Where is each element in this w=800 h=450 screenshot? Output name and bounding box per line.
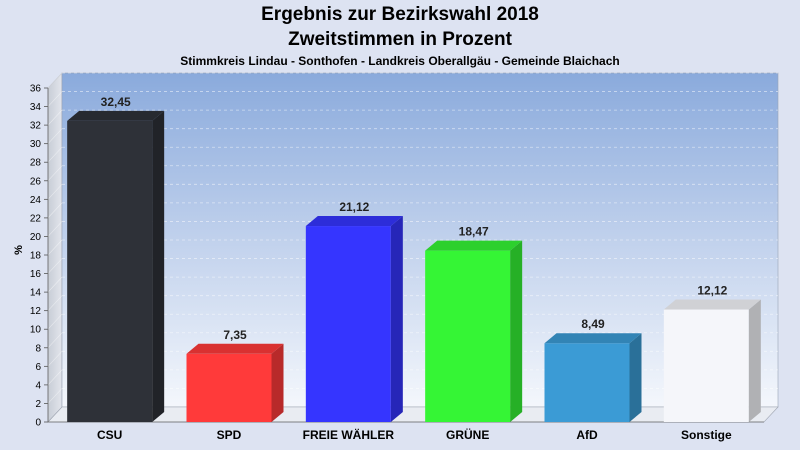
data-label: 8,49 xyxy=(581,317,605,331)
bar-side xyxy=(510,240,523,422)
y-tick-label: 34 xyxy=(30,102,42,113)
bar xyxy=(305,226,391,422)
y-tick-label: 20 xyxy=(30,232,42,243)
bar-top xyxy=(67,110,165,121)
y-tick-label: 14 xyxy=(30,288,42,299)
grid-line-wall xyxy=(47,165,63,181)
grid-line-wall xyxy=(47,332,63,348)
data-label: 7,35 xyxy=(223,328,247,342)
chart-title: Ergebnis zur Bezirkswahl 2018 xyxy=(261,4,539,25)
bar xyxy=(67,120,153,423)
grid-line-wall xyxy=(47,258,63,274)
grid-line-wall xyxy=(47,91,63,107)
y-tick-label: 22 xyxy=(30,213,42,224)
y-tick-label: 12 xyxy=(30,306,42,317)
grid-line-wall xyxy=(47,128,63,144)
chart-title-secondary: Zweitstimmen in Prozent xyxy=(288,29,512,50)
y-tick-label: 30 xyxy=(30,139,42,150)
bar-side xyxy=(748,299,761,422)
y-tick-label: 26 xyxy=(30,176,42,187)
grid-line-wall xyxy=(47,184,63,200)
bar xyxy=(186,353,272,422)
x-tick-label: AfD xyxy=(576,428,598,442)
data-label: 12,12 xyxy=(697,284,727,298)
grid-line-wall xyxy=(47,147,63,163)
bar xyxy=(425,250,511,422)
plot-area: 024681012141618202224262830323436%32,45C… xyxy=(13,72,779,442)
grid-line-wall xyxy=(47,276,63,293)
y-tick-label: 2 xyxy=(35,399,41,410)
x-tick-label: FREIE WÄHLER xyxy=(303,427,395,442)
data-label: 32,45 xyxy=(101,95,131,109)
data-label: 18,47 xyxy=(459,225,489,239)
bar-top xyxy=(425,240,523,251)
grid-line-wall xyxy=(47,109,63,126)
bar-side xyxy=(390,216,403,422)
x-tick-label: CSU xyxy=(97,428,122,442)
y-tick-label: 36 xyxy=(30,84,42,95)
grid-line-wall xyxy=(47,295,63,311)
grid-line-wall xyxy=(47,202,63,219)
data-label: 21,12 xyxy=(339,200,369,214)
y-axis-label: % xyxy=(13,245,25,255)
grid-line-wall xyxy=(47,351,63,367)
y-tick-label: 10 xyxy=(30,325,42,336)
grid-line-wall xyxy=(47,72,63,89)
y-tick-label: 18 xyxy=(30,251,42,262)
bar-side xyxy=(271,343,284,422)
grid-line-wall xyxy=(47,221,63,237)
bar-top xyxy=(544,333,642,344)
x-tick-label: SPD xyxy=(217,428,242,442)
bar-top xyxy=(186,343,284,354)
y-tick-label: 16 xyxy=(30,269,42,280)
y-tick-label: 28 xyxy=(30,158,42,169)
y-tick-label: 8 xyxy=(35,343,41,354)
bar-top xyxy=(305,216,403,227)
grid-line-wall xyxy=(47,388,63,404)
bar-side xyxy=(152,110,165,423)
bar xyxy=(663,309,749,422)
y-tick-label: 6 xyxy=(35,362,41,373)
y-tick-label: 32 xyxy=(30,121,42,132)
x-tick-label: GRÜNE xyxy=(446,427,489,442)
grid-line-wall xyxy=(47,314,63,330)
bar-side xyxy=(629,333,642,422)
bar xyxy=(544,343,630,422)
grid-line-wall xyxy=(47,239,63,256)
y-tick-label: 0 xyxy=(35,418,41,429)
y-tick-label: 4 xyxy=(35,380,41,391)
x-tick-label: Sonstige xyxy=(681,428,732,442)
grid-line-wall xyxy=(47,369,63,386)
chart-subtitle: Stimmkreis Lindau - Sonthofen - Landkrei… xyxy=(180,54,620,68)
bar-top xyxy=(663,299,761,310)
y-tick-label: 24 xyxy=(30,195,42,206)
